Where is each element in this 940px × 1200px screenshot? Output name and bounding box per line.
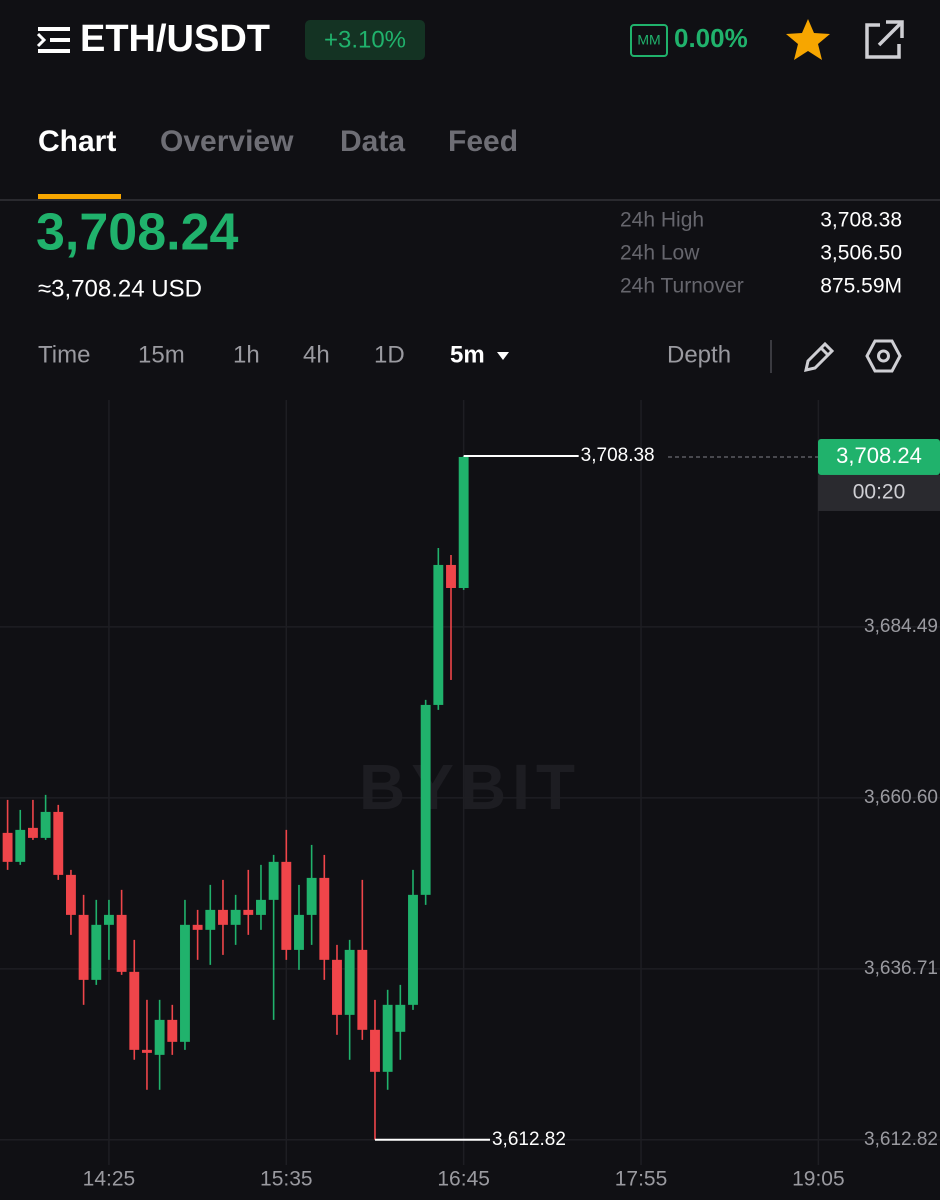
y-tick-label: 3,612.82 <box>864 1129 938 1150</box>
candle-body <box>446 564 456 588</box>
candle-body <box>357 949 368 1030</box>
dropdown-caret <box>497 352 509 360</box>
candle-body <box>78 914 89 980</box>
settings-icon[interactable] <box>865 339 902 373</box>
candle-body <box>332 959 342 1015</box>
change-value: +3.10% <box>324 26 406 53</box>
stat-label: 24h Turnover <box>620 275 744 298</box>
y-tick-label: 3,660.60 <box>864 787 938 808</box>
candle-body <box>154 1019 165 1055</box>
mm-label: MM <box>637 32 660 48</box>
depth-button[interactable]: Depth <box>667 341 731 368</box>
chart: BYBIT 14:25 15:35 16:45 17:55 19:05 3,612.82 3,… <box>0 400 940 1191</box>
menu-icon[interactable] <box>36 27 70 53</box>
x-tick-label: 15:35 <box>260 1168 313 1191</box>
price-usd: ≈3,708.24 USD <box>38 275 202 302</box>
stat-value: 3,708.38 <box>820 209 902 232</box>
candle-body <box>192 924 203 930</box>
candle-body <box>53 811 64 875</box>
pair-title: ETH/USDT <box>80 18 270 60</box>
candle-body <box>420 704 431 895</box>
candle-body <box>319 877 330 960</box>
annotation-label: 3,612.82 <box>492 1129 566 1150</box>
interval[interactable]: 15m <box>138 341 185 368</box>
candle-body <box>395 1004 406 1032</box>
x-tick-label: 16:45 <box>437 1168 490 1191</box>
x-tick-label: 19:05 <box>792 1168 845 1191</box>
y-tick-label: 3,684.49 <box>864 616 938 637</box>
candle-body <box>458 456 469 588</box>
candle-body <box>180 924 190 1042</box>
candle-body <box>205 909 216 930</box>
candle-body <box>408 894 418 1005</box>
favorite-star[interactable] <box>786 19 830 60</box>
tab[interactable]: Data <box>340 125 405 158</box>
candle-body <box>142 1049 152 1053</box>
watermark: BYBIT <box>359 751 581 823</box>
stat-value: 3,506.50 <box>820 242 902 265</box>
candle-body <box>15 829 26 862</box>
candle-body <box>167 1019 178 1042</box>
candle-body <box>91 924 102 980</box>
last-price: 3,708.24 <box>36 204 238 262</box>
interval[interactable]: 1h <box>233 341 260 368</box>
interval[interactable]: 4h <box>303 341 330 368</box>
countdown-tag <box>818 474 940 511</box>
candle-body <box>129 971 140 1050</box>
tab-underline <box>38 194 121 199</box>
candle-body <box>306 877 317 915</box>
interval[interactable]: 1D <box>374 341 405 368</box>
mm-value: 0.00% <box>674 23 748 53</box>
candle-body <box>370 1029 380 1072</box>
tab[interactable]: Feed <box>448 125 518 158</box>
candle-body <box>433 564 444 705</box>
candle-body <box>382 1004 393 1072</box>
candle-body <box>230 909 241 925</box>
countdown-label: 00:20 <box>853 481 906 504</box>
last-price-label: 3,708.24 <box>836 443 922 468</box>
candle-body <box>66 874 76 915</box>
candle-body <box>2 832 13 862</box>
candle-body <box>344 949 355 1015</box>
stat-label: 24h High <box>620 209 704 232</box>
candle-body <box>268 861 279 900</box>
y-tick-label: 3,636.71 <box>864 958 938 979</box>
tab[interactable]: Overview <box>160 125 294 158</box>
interval[interactable]: Time <box>38 341 90 368</box>
tab[interactable]: Chart <box>38 125 116 158</box>
share-icon[interactable] <box>865 20 904 59</box>
change-badge <box>305 20 425 60</box>
candle-body <box>116 914 127 972</box>
candle-body <box>218 909 228 925</box>
candle-body <box>243 909 254 915</box>
mm-badge <box>630 24 668 57</box>
x-tick-label: 17:55 <box>615 1168 668 1191</box>
stat-value: 875.59M <box>820 275 902 298</box>
candle-body <box>40 811 51 838</box>
draw-tool-icon[interactable] <box>804 341 835 372</box>
annotation-label: 3,708.38 <box>581 445 655 466</box>
last-price-tag <box>818 438 940 475</box>
x-tick-label: 14:25 <box>83 1168 136 1191</box>
stat-label: 24h Low <box>620 242 700 265</box>
candle-body <box>27 827 38 838</box>
selected-interval[interactable]: 5m <box>450 341 485 368</box>
candle-body <box>256 899 266 915</box>
candle-body <box>104 914 114 925</box>
candle-body <box>281 861 292 950</box>
candle-body <box>294 914 304 950</box>
